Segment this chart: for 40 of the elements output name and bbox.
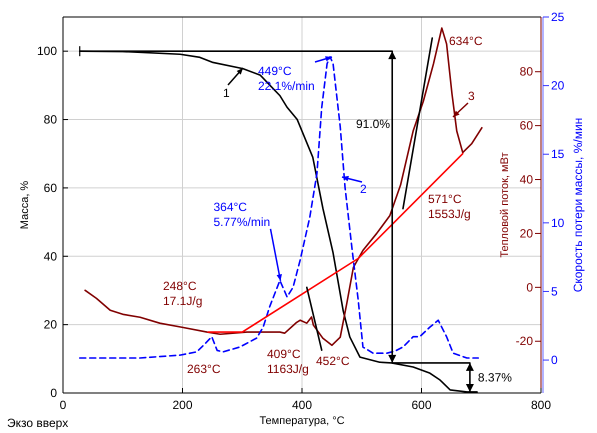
x-tick-label: 600 — [411, 398, 432, 412]
annotation: 263°C — [187, 362, 221, 376]
y-tick-label: 0 — [50, 386, 58, 400]
y2-tick-label: 0 — [526, 280, 534, 294]
y3-axis-title: Скорость потери массы, %/мин — [571, 118, 585, 292]
y2-tick-label: -20 — [516, 334, 534, 348]
y3-tick-label: 0 — [551, 353, 558, 368]
x-tick-label: 400 — [292, 398, 312, 412]
y-tick-label: 80 — [44, 112, 58, 127]
text: Экзо вверх — [7, 416, 68, 430]
annotation: 452°C — [316, 354, 350, 368]
annotation: 571°C 1553J/g — [428, 192, 471, 221]
y3-tick-label: 15 — [551, 147, 565, 162]
y2-tick-label: 80 — [520, 64, 534, 79]
annotation: 8.37% — [478, 370, 512, 385]
y2-tick-label: 20 — [520, 226, 534, 240]
y2-tick-label: 40 — [520, 172, 534, 187]
annotation: 409°C 1163J/g — [267, 347, 309, 376]
annotation: 3 — [468, 89, 475, 103]
y2-tick-label: 60 — [520, 118, 534, 133]
x-axis-title: Температура, °C — [259, 415, 345, 427]
y-tick-label: 100 — [36, 44, 58, 58]
annotation: 2 — [360, 182, 367, 196]
y-tick-label: 20 — [44, 318, 58, 332]
x-tick-label: 0 — [60, 398, 67, 412]
x-tick-label: 200 — [172, 398, 193, 412]
y2-axis-title: Тепловой поток, мВт — [499, 152, 511, 258]
x-tick-label: 800 — [530, 398, 552, 412]
y3-tick-label: 10 — [551, 216, 565, 230]
annotation: 248°C 17.1J/g — [163, 279, 202, 308]
y-tick-label: 40 — [44, 249, 58, 264]
y-tick-label: 60 — [44, 180, 58, 195]
annotation: 634°C — [449, 34, 483, 48]
y-axis-title: Масса, % — [19, 180, 31, 230]
y3-tick-label: 5 — [551, 284, 558, 298]
y3-tick-label: 20 — [551, 78, 565, 93]
annotation: 1 — [223, 86, 230, 100]
y3-tick-label: 25 — [551, 10, 565, 24]
annotation: 91.0% — [356, 117, 390, 131]
annotation: 364°C 5.77%/min — [213, 200, 270, 229]
